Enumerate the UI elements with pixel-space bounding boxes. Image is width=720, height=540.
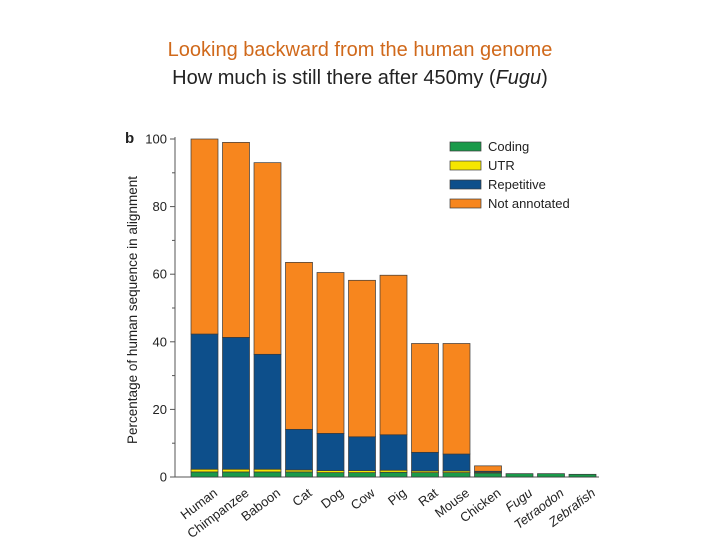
bar-segment-repetitive-dog bbox=[316, 433, 345, 471]
bar-stack-chicken bbox=[474, 465, 502, 478]
bar-segment-repetitive-baboon bbox=[253, 353, 282, 470]
bar-segment-coding-tetraodon bbox=[537, 473, 565, 478]
slide-title: Looking backward from the human genome bbox=[167, 39, 553, 61]
bar-segment-utr-human bbox=[190, 468, 219, 473]
bar-segment-not-annotated-cow bbox=[348, 279, 376, 438]
bar-stack-cat bbox=[285, 262, 313, 478]
bar-stack-human bbox=[190, 138, 219, 478]
legend-swatch-repetitive bbox=[449, 179, 482, 190]
legend-label-utr: UTR bbox=[488, 158, 515, 173]
bar-stack-rat bbox=[411, 343, 439, 478]
y-tick-label: 60 bbox=[153, 267, 167, 282]
bar-stack-mouse bbox=[442, 343, 471, 478]
bar-segment-repetitive-mouse bbox=[442, 453, 471, 472]
bar-stack-tetraodon bbox=[537, 473, 565, 478]
bar-segment-coding-human bbox=[190, 471, 219, 478]
legend: Coding UTR Repetitive Not annotated bbox=[449, 139, 570, 211]
bar-stack-pig bbox=[379, 274, 408, 478]
y-tick-label: 0 bbox=[160, 470, 167, 485]
bar-segment-coding-dog bbox=[316, 472, 345, 478]
bar-segment-not-annotated-chimpanzee bbox=[222, 142, 250, 338]
legend-label-not-annotated: Not annotated bbox=[488, 196, 570, 211]
bar-segment-not-annotated-mouse bbox=[442, 343, 471, 455]
legend-label-repetitive: Repetitive bbox=[488, 177, 546, 192]
bar-segment-coding-rat bbox=[411, 472, 439, 478]
bar-stack-zebrafish bbox=[568, 473, 597, 478]
bar-segment-not-annotated-baboon bbox=[253, 162, 282, 355]
y-tick-label: 100 bbox=[145, 132, 167, 147]
bar-stack-cow bbox=[348, 279, 376, 478]
y-tick-label: 80 bbox=[153, 199, 167, 214]
bar-segment-repetitive-pig bbox=[379, 434, 408, 471]
x-tick-label-dog: Dog bbox=[318, 485, 346, 511]
bar-stack-fugu bbox=[505, 473, 534, 478]
x-tick-label-cat: Cat bbox=[289, 485, 314, 509]
bar-stack-baboon bbox=[253, 162, 282, 478]
bar-segment-coding-chicken bbox=[474, 472, 502, 478]
bar-stack-dog bbox=[316, 272, 345, 478]
bar-segment-coding-chimpanzee bbox=[222, 471, 250, 478]
slide-subtitle: How much is still there after 450my (Fug… bbox=[0, 65, 720, 91]
bar-segment-repetitive-cow bbox=[348, 436, 376, 471]
panel-label: b bbox=[125, 130, 134, 147]
subtitle-prefix: How much is still there after 450my ( bbox=[172, 67, 496, 89]
bar-segment-coding-cat bbox=[285, 471, 313, 478]
bar-segment-not-annotated-dog bbox=[316, 272, 345, 434]
y-axis-label: Percentage of human sequence in alignmen… bbox=[125, 176, 140, 444]
legend-swatch-coding bbox=[449, 141, 482, 152]
y-tick-label: 20 bbox=[153, 402, 167, 417]
bar-segment-not-annotated-cat bbox=[285, 262, 313, 430]
bar-segment-utr-chimpanzee bbox=[222, 468, 250, 473]
bar-segment-coding-pig bbox=[379, 471, 408, 478]
subtitle-suffix: ) bbox=[541, 67, 548, 89]
bar-segment-coding-mouse bbox=[442, 472, 471, 478]
x-tick-label-cow: Cow bbox=[348, 485, 378, 513]
y-tick-label: 40 bbox=[153, 334, 167, 349]
bar-segment-repetitive-rat bbox=[411, 451, 439, 472]
legend-swatch-utr bbox=[449, 160, 482, 171]
bar-segment-coding-cow bbox=[348, 472, 376, 478]
bar-segment-coding-baboon bbox=[253, 471, 282, 478]
bar-segment-utr-baboon bbox=[253, 468, 282, 473]
legend-label-coding: Coding bbox=[488, 139, 529, 154]
bar-segment-repetitive-chimpanzee bbox=[222, 337, 250, 470]
bar-segment-coding-fugu bbox=[505, 473, 534, 478]
bars bbox=[190, 138, 597, 478]
bar-segment-not-annotated-pig bbox=[379, 274, 408, 436]
bar-segment-repetitive-human bbox=[190, 333, 219, 470]
bar-segment-not-annotated-rat bbox=[411, 343, 439, 453]
bar-segment-not-annotated-human bbox=[190, 138, 219, 335]
x-tick-label-pig: Pig bbox=[385, 485, 409, 508]
bar-stack-chimpanzee bbox=[222, 142, 250, 478]
bar-segment-repetitive-cat bbox=[285, 428, 313, 471]
legend-swatch-not-annotated bbox=[449, 198, 482, 209]
bar-segment-not-annotated-chicken bbox=[474, 465, 502, 472]
subtitle-italic-species: Fugu bbox=[495, 67, 542, 89]
bar-segment-coding-zebrafish bbox=[568, 473, 597, 478]
